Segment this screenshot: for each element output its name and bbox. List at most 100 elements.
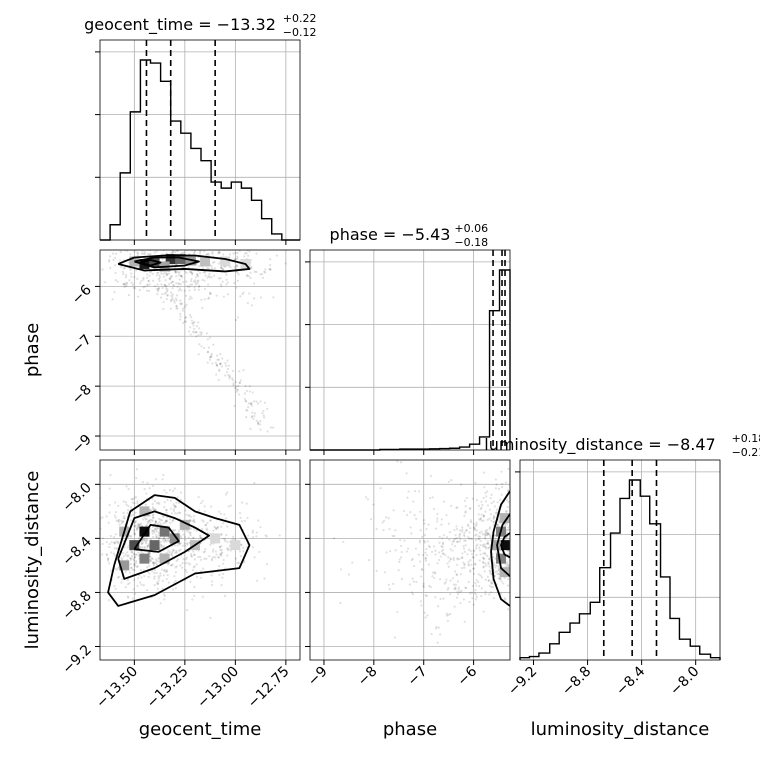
title-text: phase = −5.43	[330, 225, 451, 244]
sample-point	[495, 508, 499, 511]
sample-point	[234, 247, 236, 249]
sample-point	[492, 562, 496, 565]
sample-point	[512, 533, 514, 535]
sample-point	[184, 568, 187, 572]
contour-line	[500, 532, 510, 559]
sample-point	[441, 545, 444, 548]
sample-point	[96, 545, 98, 547]
sample-point	[475, 595, 478, 599]
sample-point	[472, 567, 476, 570]
sample-point	[153, 500, 157, 503]
sample-point	[120, 519, 123, 522]
sample-point	[122, 267, 125, 270]
sample-point	[114, 541, 117, 544]
sample-point	[275, 254, 278, 257]
sample-point	[237, 561, 241, 564]
sample-point	[179, 564, 182, 567]
sample-point	[171, 250, 175, 252]
sample-point	[163, 501, 166, 504]
sample-point	[129, 562, 133, 566]
sample-point	[130, 566, 133, 569]
density-cell	[119, 560, 130, 571]
sample-point	[480, 513, 483, 516]
sample-point	[224, 538, 227, 541]
sample-point	[381, 521, 384, 524]
y-tick-label: −8.0	[59, 480, 94, 515]
sample-point	[140, 550, 143, 553]
sample-point	[185, 280, 188, 283]
sample-point	[154, 533, 158, 536]
sample-point	[161, 587, 164, 590]
sample-point	[171, 280, 174, 283]
sample-point	[507, 565, 510, 568]
sample-point	[163, 283, 166, 287]
sample-point	[486, 518, 489, 521]
sample-point	[153, 569, 156, 572]
sample-point	[240, 520, 244, 523]
sample-point	[153, 584, 156, 587]
sample-point	[464, 511, 467, 514]
sample-point	[132, 563, 136, 566]
sample-point	[135, 565, 139, 568]
sample-point	[242, 546, 245, 549]
sample-point	[218, 510, 221, 513]
sample-point	[178, 543, 181, 546]
sample-point	[116, 576, 120, 579]
sample-point	[428, 546, 432, 549]
sample-point	[193, 520, 196, 523]
sample-point	[477, 504, 480, 507]
sample-point	[136, 251, 139, 254]
sample-point	[189, 295, 192, 298]
sample-point	[188, 285, 191, 289]
sample-point	[264, 534, 267, 537]
sample-point	[514, 574, 516, 576]
sample-point	[134, 520, 138, 523]
sample-point	[160, 283, 163, 286]
sample-point	[436, 517, 439, 520]
sample-point	[117, 520, 120, 523]
sample-point	[153, 572, 156, 575]
sample-point	[130, 566, 133, 570]
x-tick-label: −8.4	[613, 663, 648, 698]
sample-point	[512, 520, 514, 522]
sample-point	[507, 584, 510, 587]
sample-point	[455, 573, 459, 576]
sample-point	[477, 535, 480, 538]
sample-point	[411, 593, 415, 596]
sample-point	[180, 274, 183, 278]
density-cell	[149, 540, 160, 551]
sample-point	[180, 536, 183, 539]
sample-point	[181, 276, 184, 279]
sample-point	[486, 540, 490, 543]
sample-point	[472, 603, 475, 606]
sample-point	[499, 592, 502, 595]
sample-point	[208, 276, 211, 279]
sample-point	[447, 586, 450, 590]
sample-point	[142, 518, 145, 521]
sample-point	[210, 276, 213, 279]
sample-point	[151, 497, 154, 500]
sample-point	[160, 544, 163, 547]
sample-point	[158, 517, 161, 521]
sample-point	[224, 361, 227, 365]
sample-point	[138, 523, 141, 526]
sample-point	[488, 527, 491, 530]
sample-point	[474, 524, 477, 527]
sample-point	[425, 527, 428, 531]
sample-point	[210, 580, 214, 583]
sample-point	[195, 335, 198, 338]
sample-point	[165, 252, 168, 255]
sample-point	[482, 561, 485, 565]
sample-point	[167, 272, 171, 275]
sample-point	[423, 541, 426, 544]
sample-point	[256, 402, 260, 405]
sample-point	[382, 529, 385, 532]
sample-point	[116, 541, 120, 545]
sample-point	[226, 540, 229, 543]
sample-point	[148, 253, 151, 256]
sample-point	[436, 641, 439, 644]
sample-point	[513, 558, 515, 560]
sample-point	[200, 345, 203, 348]
sample-point	[197, 333, 200, 337]
sample-point	[167, 563, 170, 566]
